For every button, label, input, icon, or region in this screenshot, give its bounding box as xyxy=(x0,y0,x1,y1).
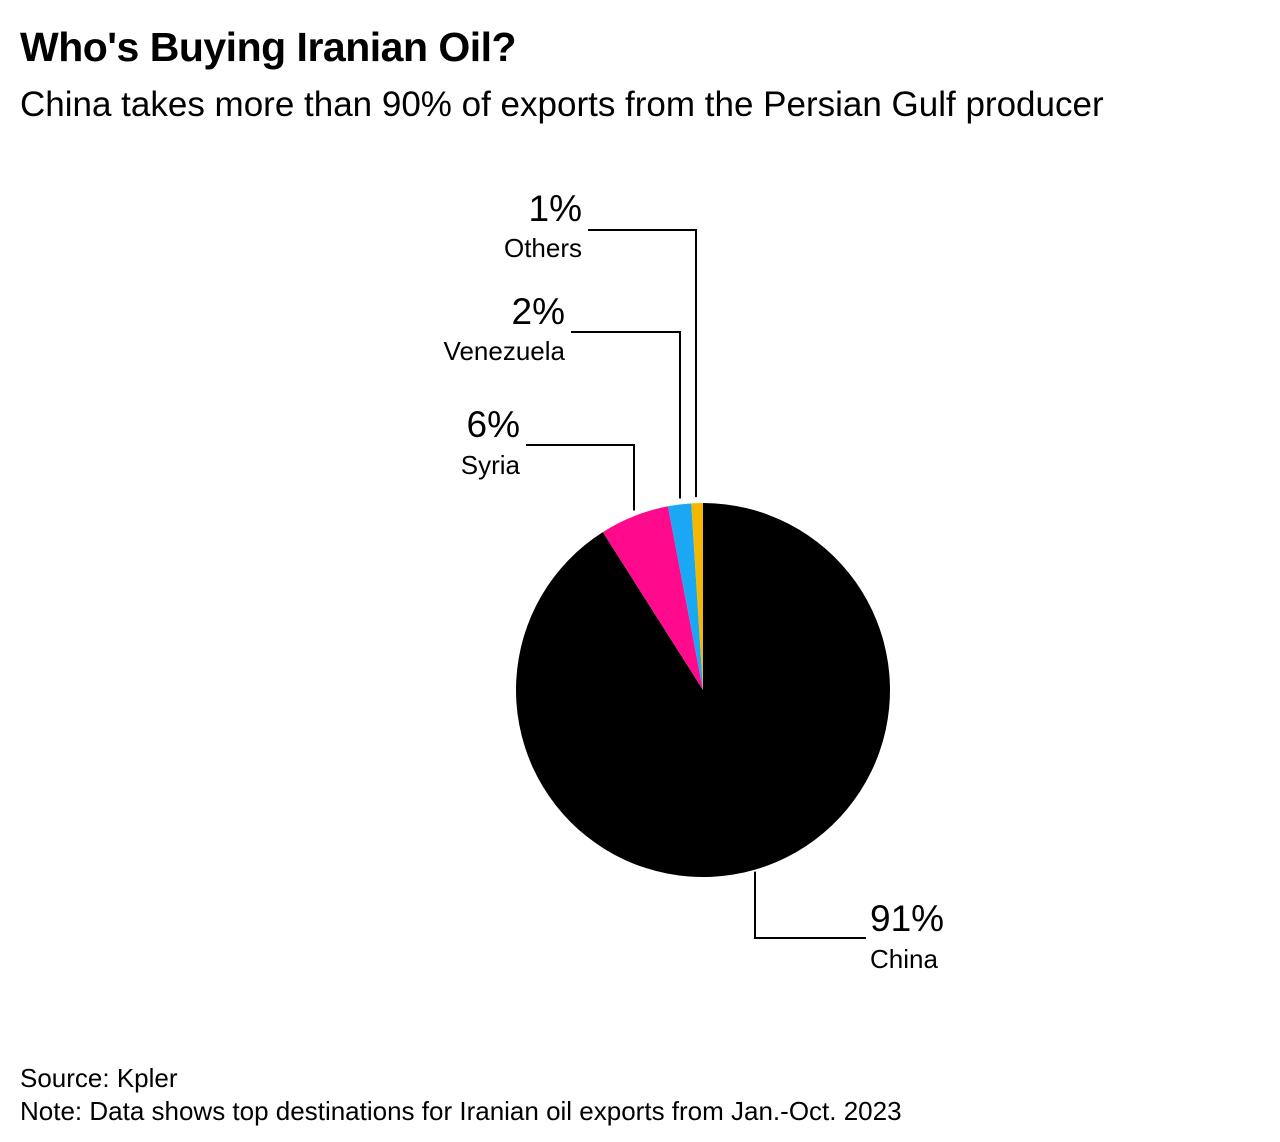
data-label-others-name: Others xyxy=(504,233,582,263)
data-label-syria-value: 6% xyxy=(467,404,520,445)
chart-title: Who's Buying Iranian Oil? xyxy=(20,24,517,70)
leader-line-syria xyxy=(526,444,635,511)
pie-slice-others xyxy=(691,503,703,690)
leader-line-others xyxy=(588,229,697,498)
data-note: Note: Data shows top destinations for Ir… xyxy=(20,1096,902,1126)
data-label-venezuela-name: Venezuela xyxy=(444,336,566,366)
data-label-others-value: 1% xyxy=(529,188,582,229)
source-note: Source: Kpler xyxy=(20,1063,178,1093)
data-label-china-name: China xyxy=(870,944,938,974)
data-label-syria-name: Syria xyxy=(461,450,521,480)
leader-line-china xyxy=(754,871,866,939)
data-label-china-value: 91% xyxy=(870,898,944,939)
leader-line-venezuela xyxy=(571,331,681,499)
chart-subtitle: China takes more than 90% of exports fro… xyxy=(20,85,1104,124)
pie-slice-syria xyxy=(602,506,703,690)
pie-slice-venezuela xyxy=(667,503,703,690)
data-label-venezuela-value: 2% xyxy=(512,291,565,332)
